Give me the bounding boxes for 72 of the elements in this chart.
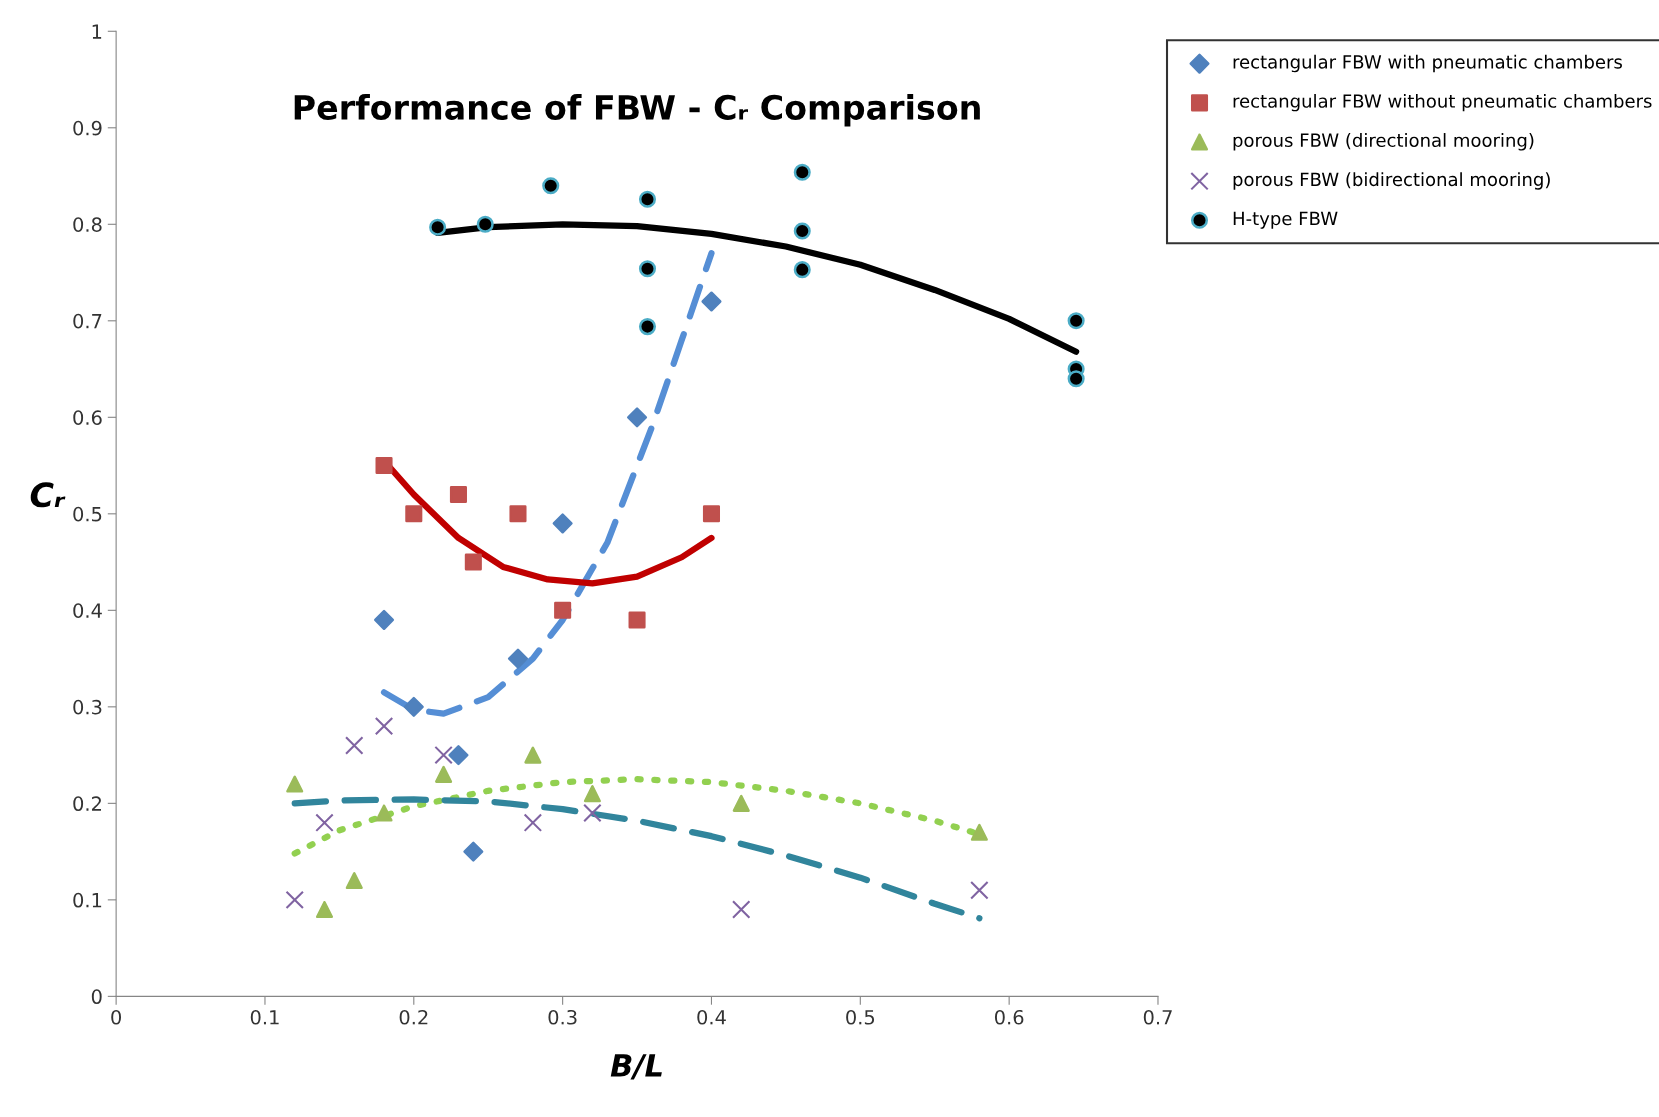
- point: [731, 900, 751, 919]
- point: [793, 163, 811, 181]
- point: [638, 260, 657, 278]
- x-tick-label: 0.3: [548, 1009, 577, 1025]
- x-axis-title: B/L: [610, 1054, 662, 1080]
- point: [285, 890, 304, 910]
- x-tick-label: 0.2: [399, 1009, 428, 1025]
- y-tick-label: 0.8: [73, 217, 102, 232]
- point: [375, 804, 393, 822]
- point: [638, 190, 657, 208]
- point: [286, 775, 304, 793]
- x-tick-label: 0.5: [846, 1009, 875, 1025]
- y-axis-title: Cᵣ: [30, 482, 66, 508]
- point: [507, 648, 529, 669]
- point: [524, 746, 542, 764]
- point: [345, 872, 363, 890]
- point: [523, 813, 543, 832]
- x-tick-label: 0.7: [1143, 1009, 1172, 1025]
- point: [638, 318, 657, 336]
- point: [434, 745, 453, 765]
- point: [1067, 370, 1085, 388]
- point: [449, 485, 467, 504]
- y-tick-label: 0.7: [73, 313, 102, 329]
- point: [970, 880, 989, 900]
- point: [583, 803, 602, 823]
- point: [403, 696, 424, 717]
- legend-label: H-type FBW: [1233, 211, 1338, 229]
- point: [701, 291, 722, 312]
- point: [345, 736, 364, 755]
- x-tick-label: 0: [111, 1009, 122, 1025]
- point: [374, 716, 394, 736]
- legend-label: porous FBW (directional mooring): [1233, 133, 1534, 151]
- point: [970, 823, 988, 841]
- point: [628, 611, 646, 629]
- y-tick-label: 0.3: [73, 699, 102, 715]
- point: [554, 601, 572, 619]
- point: [435, 765, 453, 783]
- y-tick-label: 0.9: [73, 120, 102, 136]
- y-tick-label: 0.5: [73, 506, 102, 522]
- point: [793, 261, 811, 279]
- point: [476, 215, 494, 233]
- point: [702, 505, 721, 523]
- y-tick-label: 0.1: [73, 892, 102, 908]
- point: [448, 745, 469, 766]
- point: [315, 813, 334, 832]
- point: [509, 505, 527, 523]
- point: [464, 553, 482, 571]
- x-tick-label: 0.1: [250, 1009, 279, 1025]
- y-tick-label: 0.4: [73, 603, 102, 618]
- point: [552, 513, 573, 534]
- y-tick-label: 0.2: [73, 796, 101, 812]
- y-tick-label: 0.6: [73, 410, 102, 425]
- x-tick-label: 0.4: [697, 1009, 726, 1025]
- point: [627, 407, 648, 428]
- x-tick-label: 0.6: [994, 1009, 1024, 1025]
- point: [463, 841, 484, 862]
- point: [375, 457, 393, 475]
- y-tick-label: 1: [92, 24, 102, 39]
- point: [793, 222, 811, 240]
- point: [732, 794, 750, 812]
- point: [405, 505, 423, 523]
- point: [1067, 312, 1085, 330]
- point: [374, 609, 395, 631]
- legend-label: porous FBW (bidirectional mooring): [1233, 172, 1550, 190]
- point: [583, 785, 601, 803]
- text: Performance of FBW - Cᵣ Comparison: [294, 94, 980, 127]
- y-tick-label: 0: [91, 989, 102, 1005]
- point: [429, 218, 447, 236]
- point: [315, 900, 334, 919]
- legend-label: rectangular FBW with pneumatic chambers: [1233, 54, 1622, 73]
- point: [542, 177, 560, 195]
- legend-label: rectangular FBW without pneumatic chambers: [1233, 93, 1652, 112]
